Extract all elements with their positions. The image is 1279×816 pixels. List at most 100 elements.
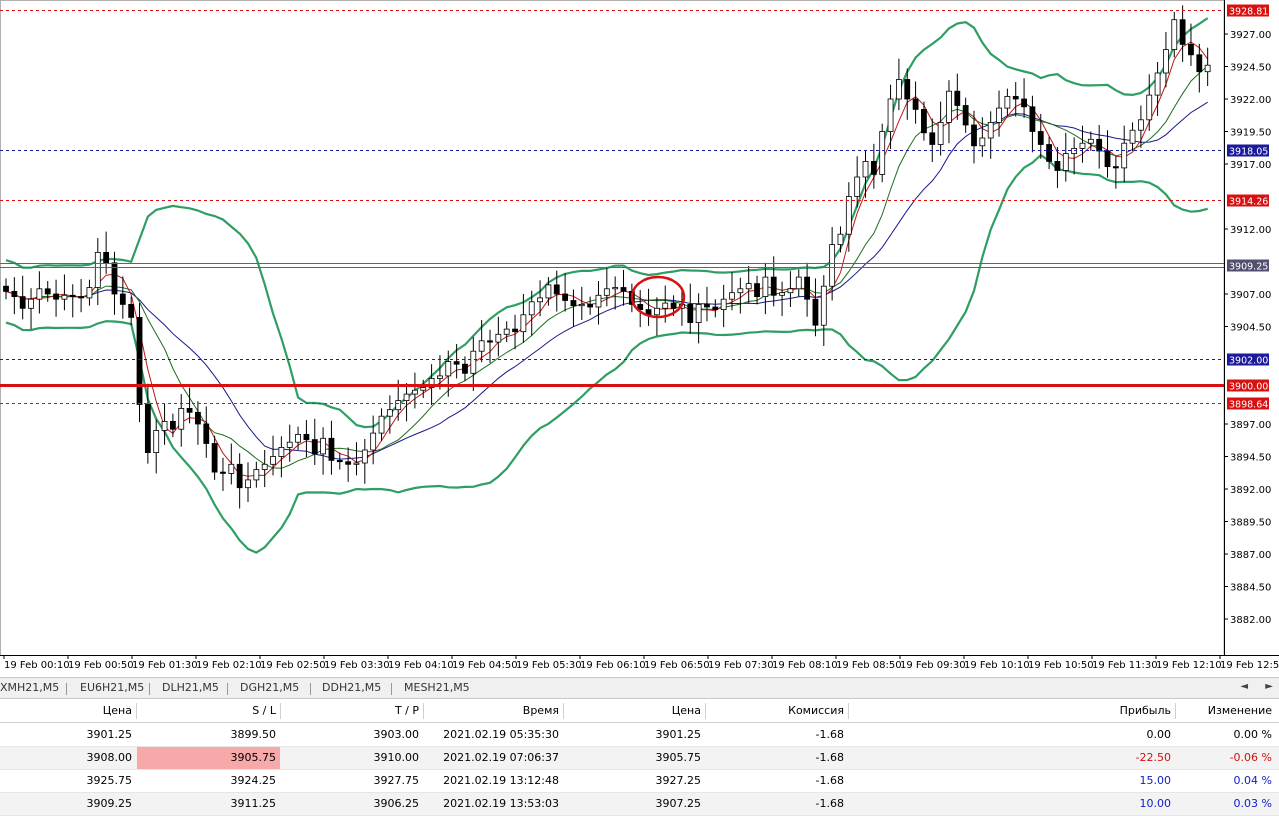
candle-body[interactable] <box>445 361 452 377</box>
candle-body[interactable] <box>320 437 327 455</box>
candle-body[interactable] <box>253 469 260 481</box>
col-current-price[interactable]: Цена <box>671 704 701 717</box>
candle-body[interactable] <box>1204 64 1211 73</box>
candle-body[interactable] <box>929 132 936 145</box>
cell-sl[interactable]: 3911.25 <box>230 797 277 810</box>
candle-body[interactable] <box>370 432 377 451</box>
candle-body[interactable] <box>403 393 410 402</box>
candle-body[interactable] <box>745 283 752 290</box>
candle-body[interactable] <box>687 303 694 323</box>
candle-body[interactable] <box>1004 96 1011 109</box>
candle-body[interactable] <box>470 350 477 374</box>
candle-body[interactable] <box>620 287 627 292</box>
candle-body[interactable] <box>637 303 644 310</box>
price-chart[interactable]: 3927.00 3924.50 3922.00 3919.50 3917.00 3912.… <box>0 0 1279 677</box>
col-profit[interactable]: Прибыль <box>1119 704 1171 717</box>
candle-body[interactable] <box>603 288 610 296</box>
candle-body[interactable] <box>61 294 68 300</box>
candle-body[interactable] <box>1188 44 1194 56</box>
chart-canvas[interactable]: 3927.00 3924.50 3922.00 3919.50 3917.00 3912.… <box>0 0 1279 677</box>
candle-body[interactable] <box>1196 54 1203 73</box>
candle-body[interactable] <box>178 407 185 430</box>
candle-body[interactable] <box>44 288 51 295</box>
candle-body[interactable] <box>186 407 193 413</box>
tab-dgh21[interactable]: DGH21,M5 <box>240 681 300 694</box>
candle-body[interactable] <box>153 430 160 454</box>
candle-body[interactable] <box>587 303 594 308</box>
candle-body[interactable] <box>328 437 335 461</box>
col-commission[interactable]: Комиссия <box>788 704 844 717</box>
candle-body[interactable] <box>754 283 760 298</box>
candle-body[interactable] <box>462 363 468 374</box>
candle-body[interactable] <box>437 375 443 379</box>
annotation-circle[interactable] <box>630 275 686 319</box>
candle-body[interactable] <box>1121 142 1128 169</box>
cell-sl[interactable]: 3899.50 <box>230 728 277 741</box>
col-tp[interactable]: T / P <box>394 704 419 717</box>
candle-body[interactable] <box>94 251 101 288</box>
candle-body[interactable] <box>879 131 886 175</box>
candle-body[interactable] <box>570 300 577 307</box>
candle-body[interactable] <box>286 441 293 448</box>
candle-body[interactable] <box>854 176 861 197</box>
candle-body[interactable] <box>86 287 93 299</box>
candle-body[interactable] <box>695 303 702 323</box>
candle-body[interactable] <box>1146 94 1153 121</box>
candle-body[interactable] <box>220 471 226 474</box>
candle-body[interactable] <box>779 292 785 296</box>
candle-body[interactable] <box>428 378 435 388</box>
candle-body[interactable] <box>503 328 510 335</box>
candle-body[interactable] <box>28 298 34 309</box>
candle-body[interactable] <box>1029 106 1036 132</box>
candle-body[interactable] <box>937 122 944 145</box>
candle-body[interactable] <box>662 302 669 309</box>
candle-body[interactable] <box>770 276 777 296</box>
candle-body[interactable] <box>512 328 518 333</box>
candle-body[interactable] <box>420 387 427 391</box>
candle-body[interactable] <box>1179 19 1186 45</box>
candle-body[interactable] <box>1154 72 1161 96</box>
candle-body[interactable] <box>1062 153 1069 171</box>
candle-body[interactable] <box>19 296 26 309</box>
table-row[interactable]: 3908.00 3905.75 3910.00 2021.02.19 07:06… <box>0 747 1279 770</box>
candle-body[interactable] <box>261 463 268 470</box>
candle-body[interactable] <box>161 420 168 431</box>
candle-body[interactable] <box>720 298 727 311</box>
candle-body[interactable] <box>528 301 535 316</box>
candle-body[interactable] <box>361 449 368 464</box>
candle-body[interactable] <box>762 276 769 298</box>
candle-body[interactable] <box>236 463 243 489</box>
candle-body[interactable] <box>278 446 285 457</box>
tab-dlh21[interactable]: DLH21,M5 <box>162 681 219 694</box>
candle-body[interactable] <box>345 461 352 465</box>
table-row[interactable]: 3901.25 3899.50 3903.00 2021.02.19 05:35… <box>0 724 1279 747</box>
candle-body[interactable] <box>386 409 393 417</box>
candle-body[interactable] <box>553 284 560 295</box>
candle-body[interactable] <box>1012 96 1019 100</box>
candle-body[interactable] <box>1079 142 1086 149</box>
candle-body[interactable] <box>921 109 927 134</box>
scroll-right-icon[interactable]: ► <box>1265 681 1273 692</box>
candle-body[interactable] <box>612 287 619 290</box>
candle-body[interactable] <box>353 462 360 465</box>
candle-body[interactable] <box>103 251 110 264</box>
candle-body[interactable] <box>1037 131 1044 145</box>
candle-body[interactable] <box>1129 129 1136 144</box>
candle-body[interactable] <box>3 285 9 292</box>
candle-body[interactable] <box>653 307 660 316</box>
cell-sl[interactable]: 3905.75 <box>137 747 280 769</box>
candle-body[interactable] <box>537 297 543 303</box>
cell-sl[interactable]: 3924.25 <box>230 774 277 787</box>
candle-body[interactable] <box>820 285 827 326</box>
candle-body[interactable] <box>670 302 677 309</box>
candle-body[interactable] <box>1046 144 1053 162</box>
candle-body[interactable] <box>996 107 1002 123</box>
candle-body[interactable] <box>119 293 126 305</box>
candle-body[interactable] <box>53 293 59 300</box>
tab-mesh21[interactable]: MESH21,M5 <box>404 681 470 694</box>
candle-body[interactable] <box>987 122 994 139</box>
candle-body[interactable] <box>595 294 602 308</box>
candle-body[interactable] <box>395 400 402 411</box>
candle-body[interactable] <box>870 160 877 175</box>
candle-body[interactable] <box>111 262 118 295</box>
